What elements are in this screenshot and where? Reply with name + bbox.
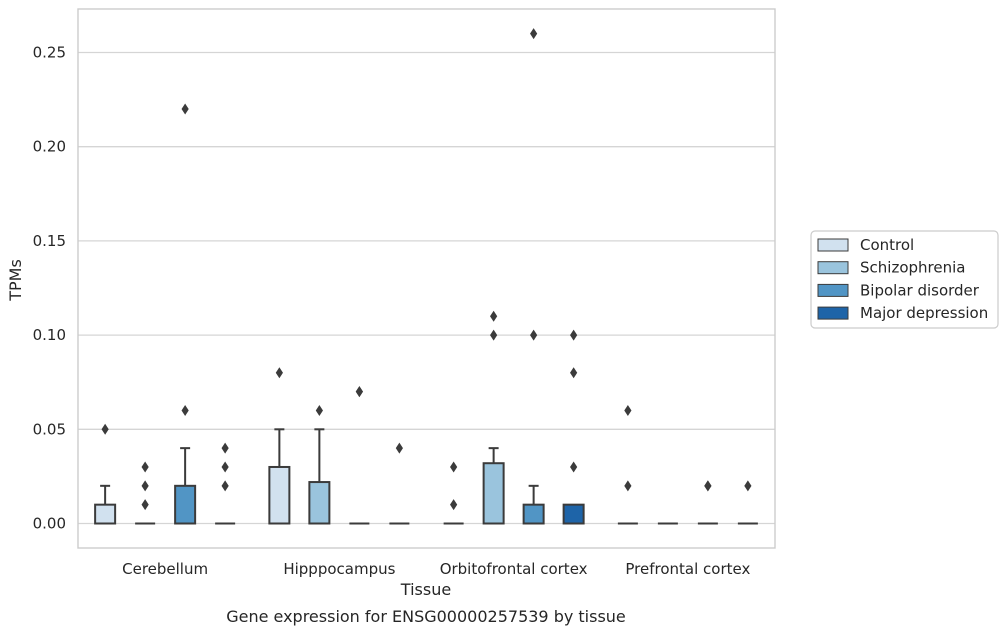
legend-label: Bipolar disorder [860, 281, 980, 299]
outlier-point [624, 480, 632, 492]
x-axis-label: Tissue [400, 580, 451, 599]
box-body [174, 484, 197, 525]
y-tick-label: 0.20 [33, 138, 66, 156]
outlier-point [490, 310, 498, 322]
outlier-point [221, 461, 229, 473]
box-body [522, 503, 545, 525]
chart-caption: Gene expression for ENSG00000257539 by t… [226, 607, 626, 626]
box [389, 442, 410, 525]
box-body [482, 462, 505, 525]
legend-swatch [817, 238, 849, 252]
y-tick-label: 0.10 [33, 326, 66, 344]
x-tick-label: Cerebellum [122, 560, 208, 578]
legend-swatch [817, 261, 849, 275]
box-body [562, 503, 585, 525]
outlier-point [744, 480, 752, 492]
box [268, 367, 291, 525]
x-tick-label: Hipppocampus [283, 560, 395, 578]
box [349, 386, 370, 525]
box-plot-series [94, 28, 758, 525]
outlier-point [141, 480, 149, 492]
legend-box [810, 230, 999, 329]
box [697, 480, 718, 525]
outlier-point [490, 329, 498, 341]
outlier-point [530, 28, 538, 40]
box [562, 329, 585, 525]
y-axis-label: TPMs [6, 259, 25, 302]
y-tick-label: 0.05 [33, 420, 66, 438]
box [522, 28, 545, 525]
outlier-point [530, 329, 538, 341]
box [482, 310, 505, 525]
box [215, 442, 236, 525]
outlier-point [704, 480, 712, 492]
y-tick-label: 0.00 [33, 515, 66, 533]
y-tick-label: 0.25 [33, 44, 66, 62]
box [135, 461, 156, 525]
outlier-point [355, 386, 363, 398]
x-axis-ticks: Cerebellum Hipppocampus Orbitofrontal cort… [122, 560, 750, 578]
box [308, 404, 331, 525]
outlier-point [315, 404, 323, 416]
outlier-point [221, 480, 229, 492]
outlier-point [141, 461, 149, 473]
outlier-point [141, 499, 149, 511]
outlier-point [181, 404, 189, 416]
outlier-point [275, 367, 283, 379]
outlier-point [450, 499, 458, 511]
x-tick-label: Prefrontal cortex [625, 560, 750, 578]
plot-area-frame [77, 8, 776, 549]
box [94, 423, 117, 525]
outlier-point [395, 442, 403, 454]
series-bipolar-disorder [174, 28, 718, 525]
legend-label: Schizophrenia [860, 259, 965, 277]
outlier-point [624, 404, 632, 416]
box [443, 461, 464, 525]
legend-swatch [817, 283, 849, 297]
outlier-point [181, 103, 189, 115]
box [737, 480, 758, 525]
legend-label: Control [860, 236, 914, 254]
grid-lines [78, 51, 775, 525]
series-schizophrenia [135, 310, 678, 525]
outlier-point [570, 461, 578, 473]
outlier-point [221, 442, 229, 454]
outlier-point [450, 461, 458, 473]
box-body [268, 465, 291, 525]
series-major-depression [215, 329, 758, 525]
outlier-point [570, 329, 578, 341]
box-body [94, 503, 117, 525]
x-tick-label: Orbitofrontal cortex [440, 560, 588, 578]
legend-swatch [817, 306, 849, 320]
box-body [308, 481, 331, 525]
box [617, 404, 638, 525]
y-axis-ticks: 0.00 0.05 0.10 0.15 0.20 0.25 [33, 44, 66, 533]
y-tick-label: 0.15 [33, 232, 66, 250]
outlier-point [101, 423, 109, 435]
box [174, 103, 197, 525]
legend-label: Major depression [860, 304, 988, 322]
series-control [94, 367, 638, 525]
legend: Control Schizophrenia Bipolar disorder Majo… [810, 230, 999, 329]
outlier-point [570, 367, 578, 379]
